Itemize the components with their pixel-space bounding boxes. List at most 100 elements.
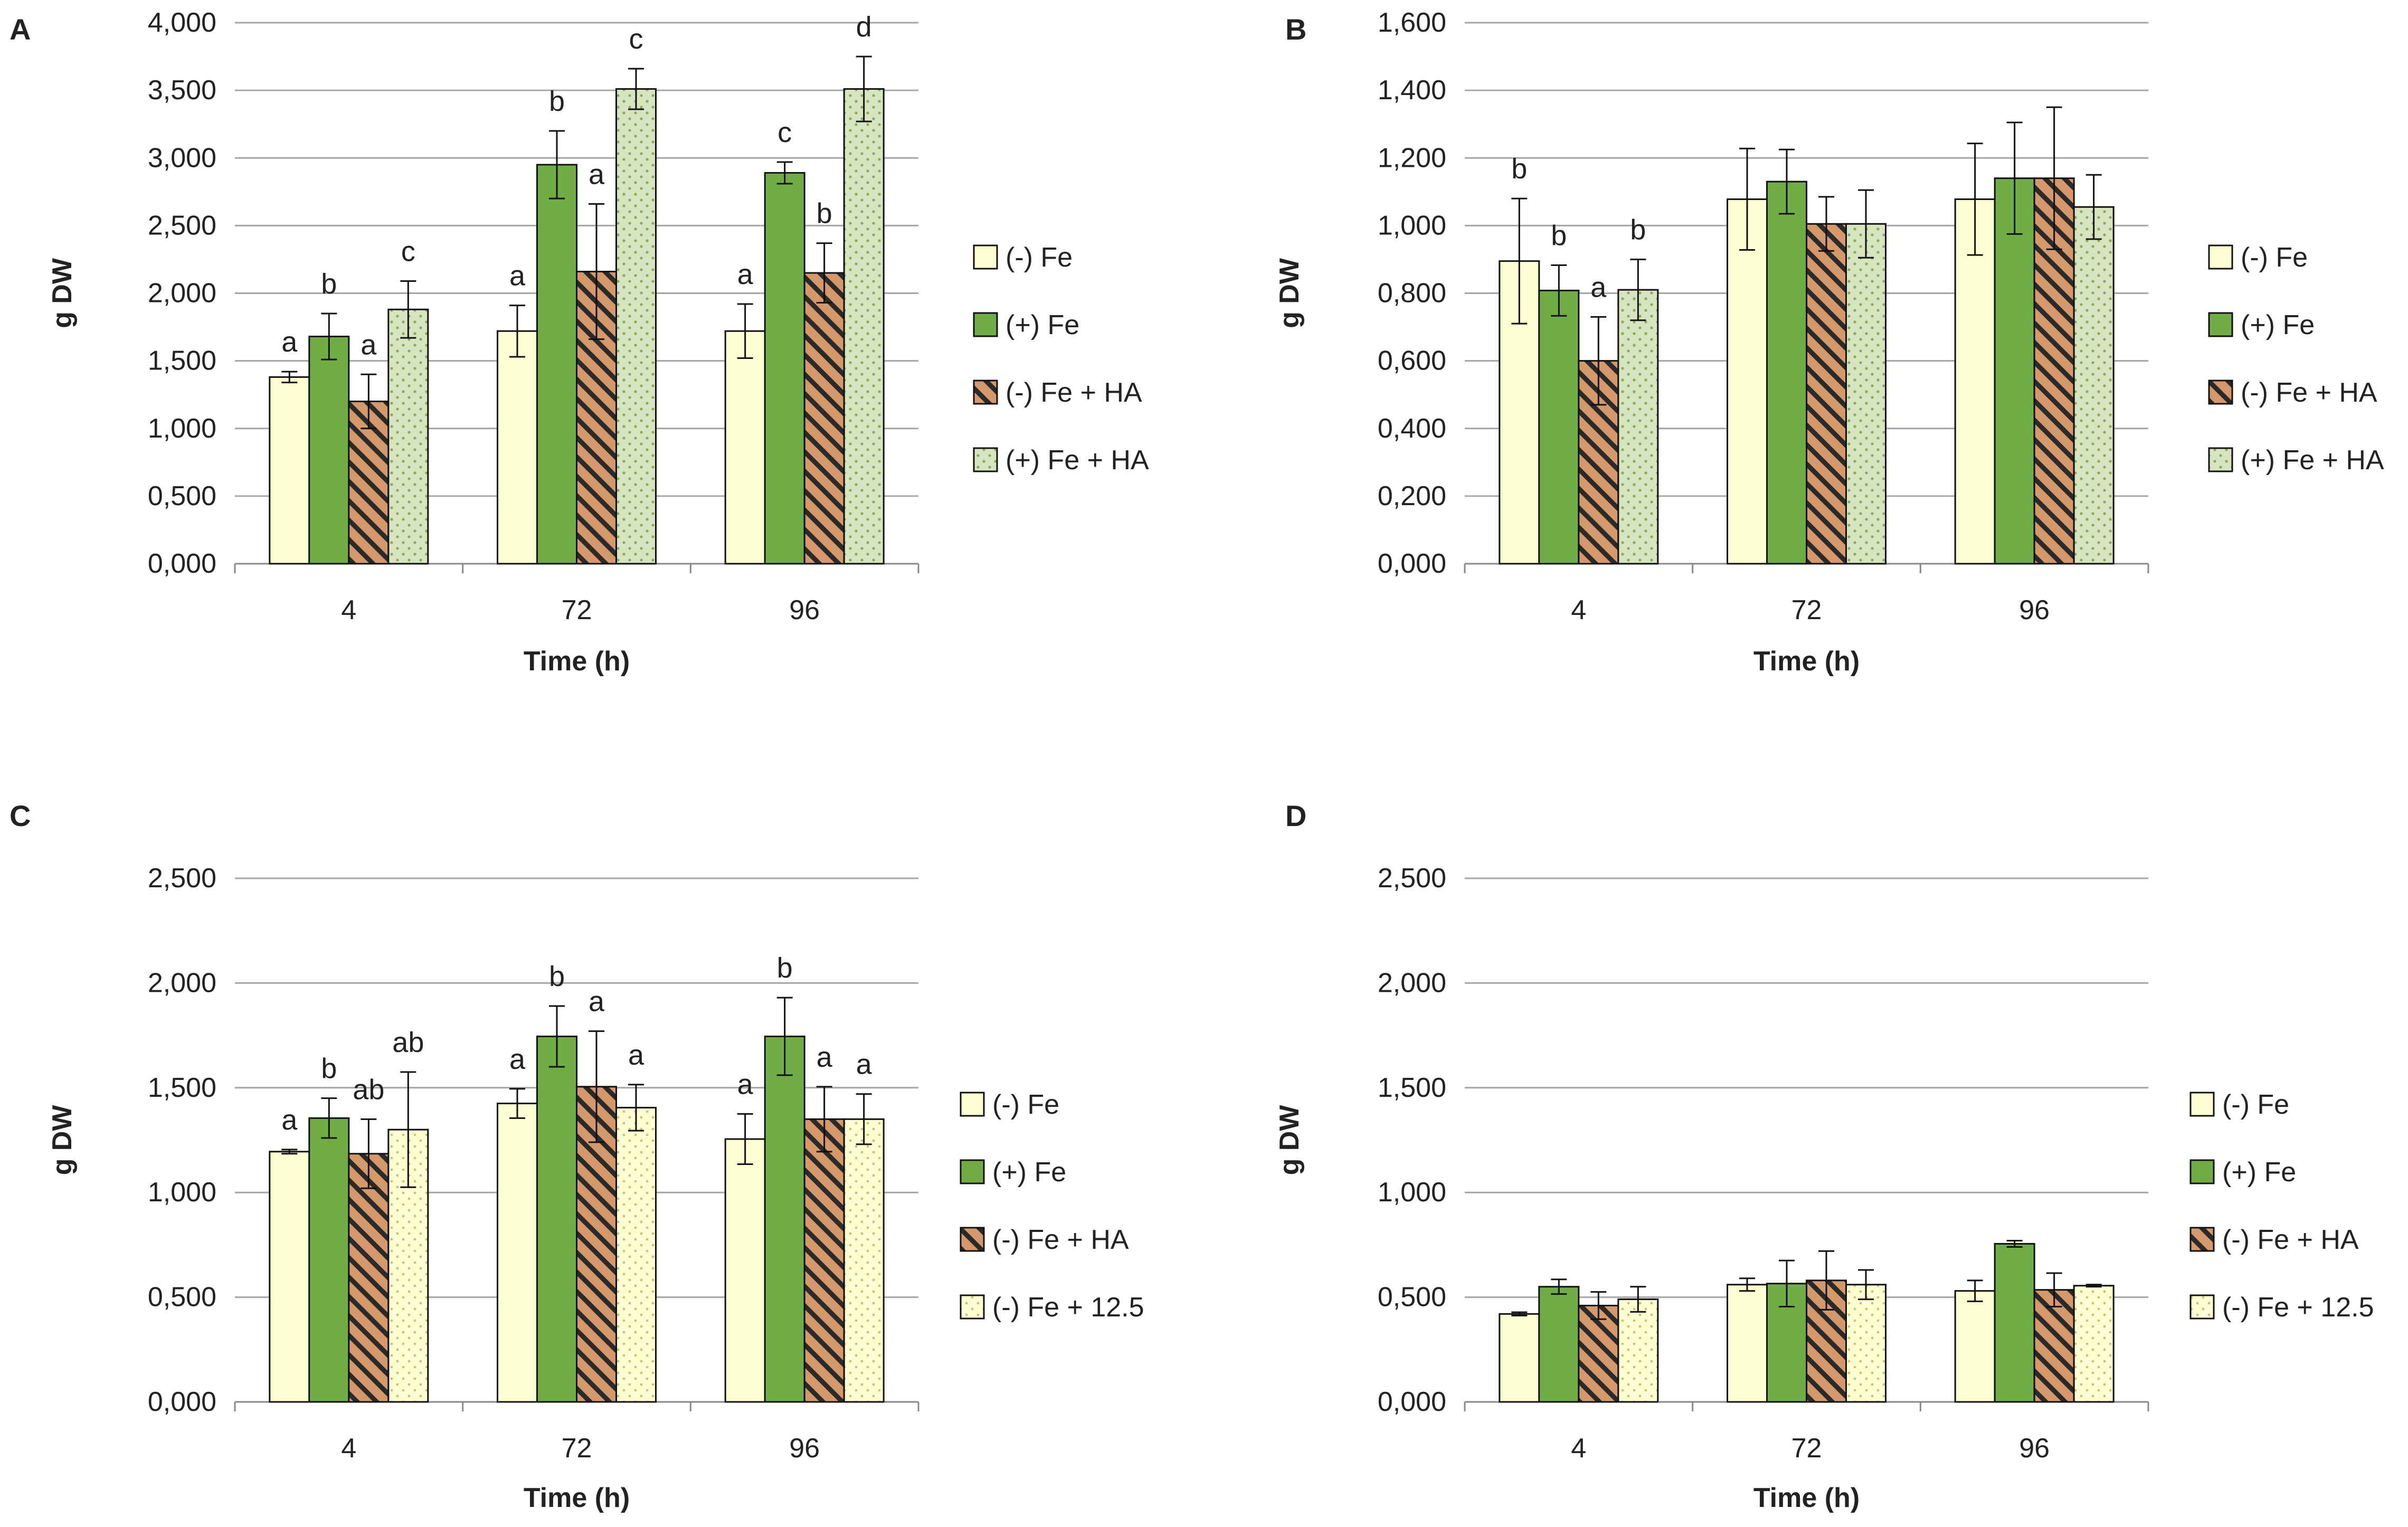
bar — [2073, 1285, 2115, 1403]
x-tick-label: 4 — [341, 595, 356, 625]
bar — [803, 272, 845, 565]
y-tick-label: 4,000 — [148, 7, 216, 38]
x-tick-label: 96 — [789, 1433, 820, 1464]
legend-label: (-) Fe + HA — [2222, 1225, 2359, 1255]
significance-letter: b — [549, 86, 565, 117]
bar — [1538, 289, 1580, 565]
bar — [1845, 223, 1886, 565]
significance-letter: a — [737, 1068, 754, 1100]
y-tick-label: 2,000 — [148, 278, 216, 309]
legend-label: (+) Fe + HA — [2241, 445, 2384, 476]
x-tick-label: 4 — [1571, 1433, 1586, 1464]
bar — [387, 308, 429, 565]
legend-swatch — [973, 447, 998, 472]
y-tick-label: 0,000 — [1378, 1387, 1446, 1417]
significance-letter: b — [817, 198, 832, 230]
significance-letter: a — [509, 260, 526, 292]
bar — [1578, 1304, 1619, 1403]
legend-label: (-) Fe — [1006, 242, 1073, 273]
x-tick-label: 4 — [1571, 595, 1586, 625]
panel-label: A — [10, 13, 31, 46]
significance-letter: a — [737, 259, 754, 290]
legend-swatch — [960, 1227, 985, 1252]
bar — [2073, 206, 2115, 565]
bar — [1727, 198, 1768, 565]
panel-label: C — [10, 799, 31, 832]
bar — [1845, 1284, 1886, 1403]
legend-label: (-) Fe + HA — [2241, 377, 2377, 408]
y-axis-title: g DW — [1274, 258, 1305, 328]
bar — [269, 1151, 310, 1403]
significance-letter: b — [1511, 153, 1527, 185]
x-tick-label: 72 — [562, 1433, 592, 1464]
y-tick-label: 1,000 — [1378, 210, 1446, 241]
bar — [724, 330, 766, 565]
legend-swatch — [2208, 447, 2233, 472]
y-tick-label: 1,400 — [1378, 75, 1446, 106]
legend-swatch — [973, 380, 998, 405]
legend-swatch — [973, 244, 998, 270]
legend-label: (-) Fe + HA — [1006, 377, 1142, 408]
significance-letter: a — [589, 986, 605, 1018]
legend-label: (-) Fe — [2241, 242, 2308, 273]
legend-label: (+) Fe — [992, 1157, 1066, 1188]
chart-panel-c: C 0,000 0,500 1,000 1,500 2,000 2,500 g DW Time … — [10, 799, 1144, 1513]
significance-letter: b — [321, 1053, 337, 1085]
bar — [803, 1118, 845, 1403]
bar — [724, 1138, 766, 1403]
legend-label: (+) Fe — [2241, 310, 2315, 340]
bar — [1727, 1284, 1768, 1403]
y-tick-label: 3,000 — [148, 143, 216, 173]
bar — [308, 1117, 350, 1403]
y-tick-label: 2,000 — [1378, 968, 1446, 998]
y-axis-title: g DW — [47, 1105, 78, 1175]
bar — [1994, 1243, 2035, 1403]
y-axis-title: g DW — [1274, 1105, 1305, 1175]
legend-label: (-) Fe + HA — [992, 1225, 1129, 1255]
y-tick-label: 1,500 — [148, 346, 216, 376]
bar — [1954, 1290, 1996, 1403]
y-tick-label: 1,000 — [148, 413, 216, 444]
y-tick-label: 1,000 — [148, 1177, 216, 1208]
significance-letter: d — [856, 11, 872, 43]
x-tick-label: 72 — [1791, 1433, 1822, 1464]
significance-letter: a — [281, 1104, 298, 1136]
significance-letter: a — [628, 1039, 644, 1071]
y-tick-label: 2,500 — [1378, 863, 1446, 894]
panel-label: D — [1285, 799, 1306, 832]
bar — [843, 1118, 885, 1403]
y-tick-label: 2,000 — [148, 968, 216, 998]
significance-letter: b — [549, 961, 565, 992]
y-tick-label: 0,600 — [1378, 346, 1446, 376]
y-tick-label: 1,000 — [1378, 1177, 1446, 1208]
legend-label: (+) Fe + HA — [1006, 445, 1149, 476]
legend-swatch — [2208, 244, 2233, 270]
chart-panel-b: B 0,000 0,200 0,400 0,600 0,800 1,000 1,200 1,40… — [1274, 7, 2384, 677]
significance-letter: a — [817, 1041, 833, 1073]
bar — [1499, 1313, 1540, 1403]
significance-letter: a — [1590, 271, 1607, 303]
legend-swatch — [973, 312, 998, 337]
legend-label: (-) Fe + 12.5 — [992, 1292, 1144, 1323]
bar — [764, 1036, 805, 1403]
y-tick-label: 2,500 — [148, 210, 216, 241]
bar — [497, 330, 538, 565]
y-tick-label: 0,000 — [148, 1387, 216, 1417]
significance-letter: c — [629, 23, 643, 55]
y-tick-label: 0,800 — [1378, 278, 1446, 309]
x-tick-label: 72 — [562, 595, 592, 625]
bar — [1766, 181, 1807, 565]
legend-label: (-) Fe — [992, 1089, 1059, 1120]
legend-swatch — [960, 1092, 985, 1117]
y-tick-label: 0,500 — [148, 1282, 216, 1313]
x-axis-title: Time (h) — [524, 646, 630, 677]
legend-swatch — [2189, 1294, 2215, 1320]
significance-letter: b — [321, 268, 337, 300]
x-axis-title: Time (h) — [1753, 646, 1860, 677]
x-tick-label: 96 — [2019, 1433, 2050, 1464]
legend-label: (+) Fe — [1006, 310, 1079, 340]
legend-label: (-) Fe + 12.5 — [2222, 1292, 2374, 1323]
y-tick-label: 0,500 — [1378, 1282, 1446, 1313]
significance-letter: c — [401, 235, 415, 267]
chart-panel-a: A 0,000 0,500 1,000 1,500 2,000 2,500 3,000 3,50… — [10, 7, 1149, 677]
